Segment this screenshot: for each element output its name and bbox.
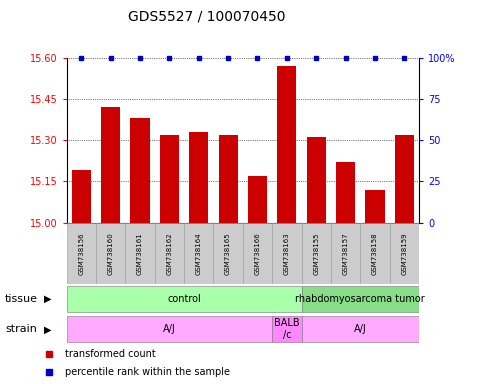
- FancyBboxPatch shape: [302, 223, 331, 284]
- Text: GSM738161: GSM738161: [137, 232, 143, 275]
- Text: GSM738155: GSM738155: [313, 232, 319, 275]
- Text: tissue: tissue: [5, 293, 38, 304]
- Bar: [278, 66, 296, 223]
- Text: transformed count: transformed count: [65, 349, 155, 359]
- Text: GSM738165: GSM738165: [225, 232, 231, 275]
- Bar: [395, 135, 414, 223]
- Bar: [189, 132, 208, 223]
- Text: strain: strain: [5, 324, 37, 334]
- Text: GSM738160: GSM738160: [107, 232, 113, 275]
- FancyBboxPatch shape: [360, 223, 389, 284]
- Bar: [248, 176, 267, 223]
- Text: GSM738158: GSM738158: [372, 232, 378, 275]
- Bar: [365, 190, 385, 223]
- Text: GSM738164: GSM738164: [196, 232, 202, 275]
- FancyBboxPatch shape: [67, 316, 272, 342]
- Bar: [307, 137, 326, 223]
- Text: GSM738166: GSM738166: [254, 232, 260, 275]
- FancyBboxPatch shape: [272, 223, 302, 284]
- FancyBboxPatch shape: [67, 286, 302, 311]
- Bar: [71, 170, 91, 223]
- FancyBboxPatch shape: [213, 223, 243, 284]
- Text: percentile rank within the sample: percentile rank within the sample: [65, 366, 230, 377]
- Bar: [160, 135, 179, 223]
- Text: A/J: A/J: [354, 324, 367, 334]
- Bar: [101, 107, 120, 223]
- FancyBboxPatch shape: [125, 223, 155, 284]
- Text: GSM738159: GSM738159: [401, 232, 407, 275]
- Text: GSM738156: GSM738156: [78, 232, 84, 275]
- FancyBboxPatch shape: [272, 316, 302, 342]
- FancyBboxPatch shape: [96, 223, 125, 284]
- Text: GSM738162: GSM738162: [166, 232, 173, 275]
- Text: GSM738163: GSM738163: [284, 232, 290, 275]
- Bar: [131, 118, 149, 223]
- FancyBboxPatch shape: [302, 316, 419, 342]
- Bar: [336, 162, 355, 223]
- Text: control: control: [167, 293, 201, 304]
- FancyBboxPatch shape: [243, 223, 272, 284]
- Bar: [218, 135, 238, 223]
- FancyBboxPatch shape: [155, 223, 184, 284]
- Text: BALB
/c: BALB /c: [274, 318, 300, 340]
- Text: GSM738157: GSM738157: [343, 232, 349, 275]
- Text: ▶: ▶: [44, 293, 52, 304]
- Text: A/J: A/J: [163, 324, 176, 334]
- FancyBboxPatch shape: [67, 223, 96, 284]
- Text: GDS5527 / 100070450: GDS5527 / 100070450: [128, 10, 286, 23]
- FancyBboxPatch shape: [389, 223, 419, 284]
- Text: rhabdomyosarcoma tumor: rhabdomyosarcoma tumor: [295, 293, 425, 304]
- FancyBboxPatch shape: [302, 286, 419, 311]
- Text: ▶: ▶: [44, 324, 52, 334]
- FancyBboxPatch shape: [331, 223, 360, 284]
- FancyBboxPatch shape: [184, 223, 213, 284]
